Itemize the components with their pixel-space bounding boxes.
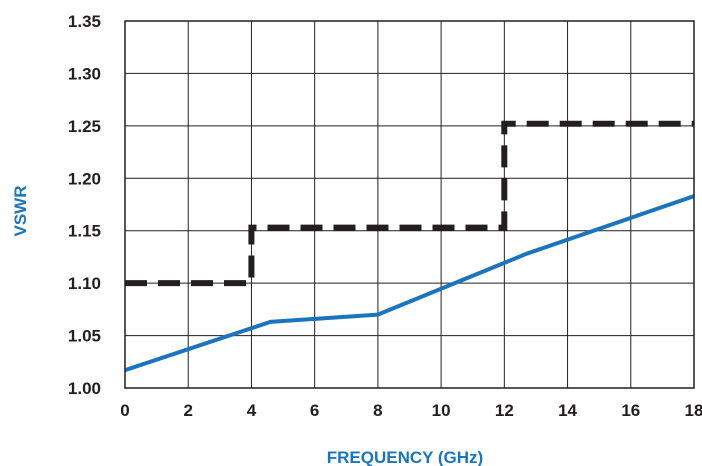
y-tick-label: 1.00 (68, 379, 101, 398)
plot-frame (124, 20, 695, 389)
x-tick-label: 4 (247, 401, 257, 420)
y-tick-label: 1.15 (68, 222, 101, 241)
plot-border (124, 20, 695, 389)
y-tick-label: 1.05 (68, 327, 101, 346)
x-tick-label: 6 (310, 401, 319, 420)
x-tick-label: 18 (685, 401, 702, 420)
series-line-dashed (125, 120, 694, 287)
series-line-solid (124, 194, 695, 373)
x-tick-label: 16 (621, 401, 640, 420)
x-tick-label: 2 (183, 401, 192, 420)
y-axis-title: VSWR (11, 186, 30, 237)
x-tick-labels: 0 2 4 6 8 10 12 14 16 18 (120, 401, 702, 420)
grid (124, 20, 695, 389)
x-tick-label: 0 (120, 401, 129, 420)
x-tick-label: 8 (373, 401, 382, 420)
x-tick-label: 10 (432, 401, 451, 420)
y-tick-labels: 1.00 1.05 1.10 1.15 1.20 1.25 1.30 1.35 (68, 12, 101, 398)
x-tick-label: 14 (558, 401, 577, 420)
y-tick-label: 1.35 (68, 12, 101, 31)
y-tick-label: 1.30 (68, 64, 101, 83)
y-tick-label: 1.25 (68, 117, 101, 136)
x-tick-label: 12 (495, 401, 514, 420)
y-tick-label: 1.20 (68, 169, 101, 188)
series-group (124, 120, 695, 373)
y-tick-label: 1.10 (68, 274, 101, 293)
x-axis-title: FREQUENCY (GHz) (327, 448, 483, 466)
